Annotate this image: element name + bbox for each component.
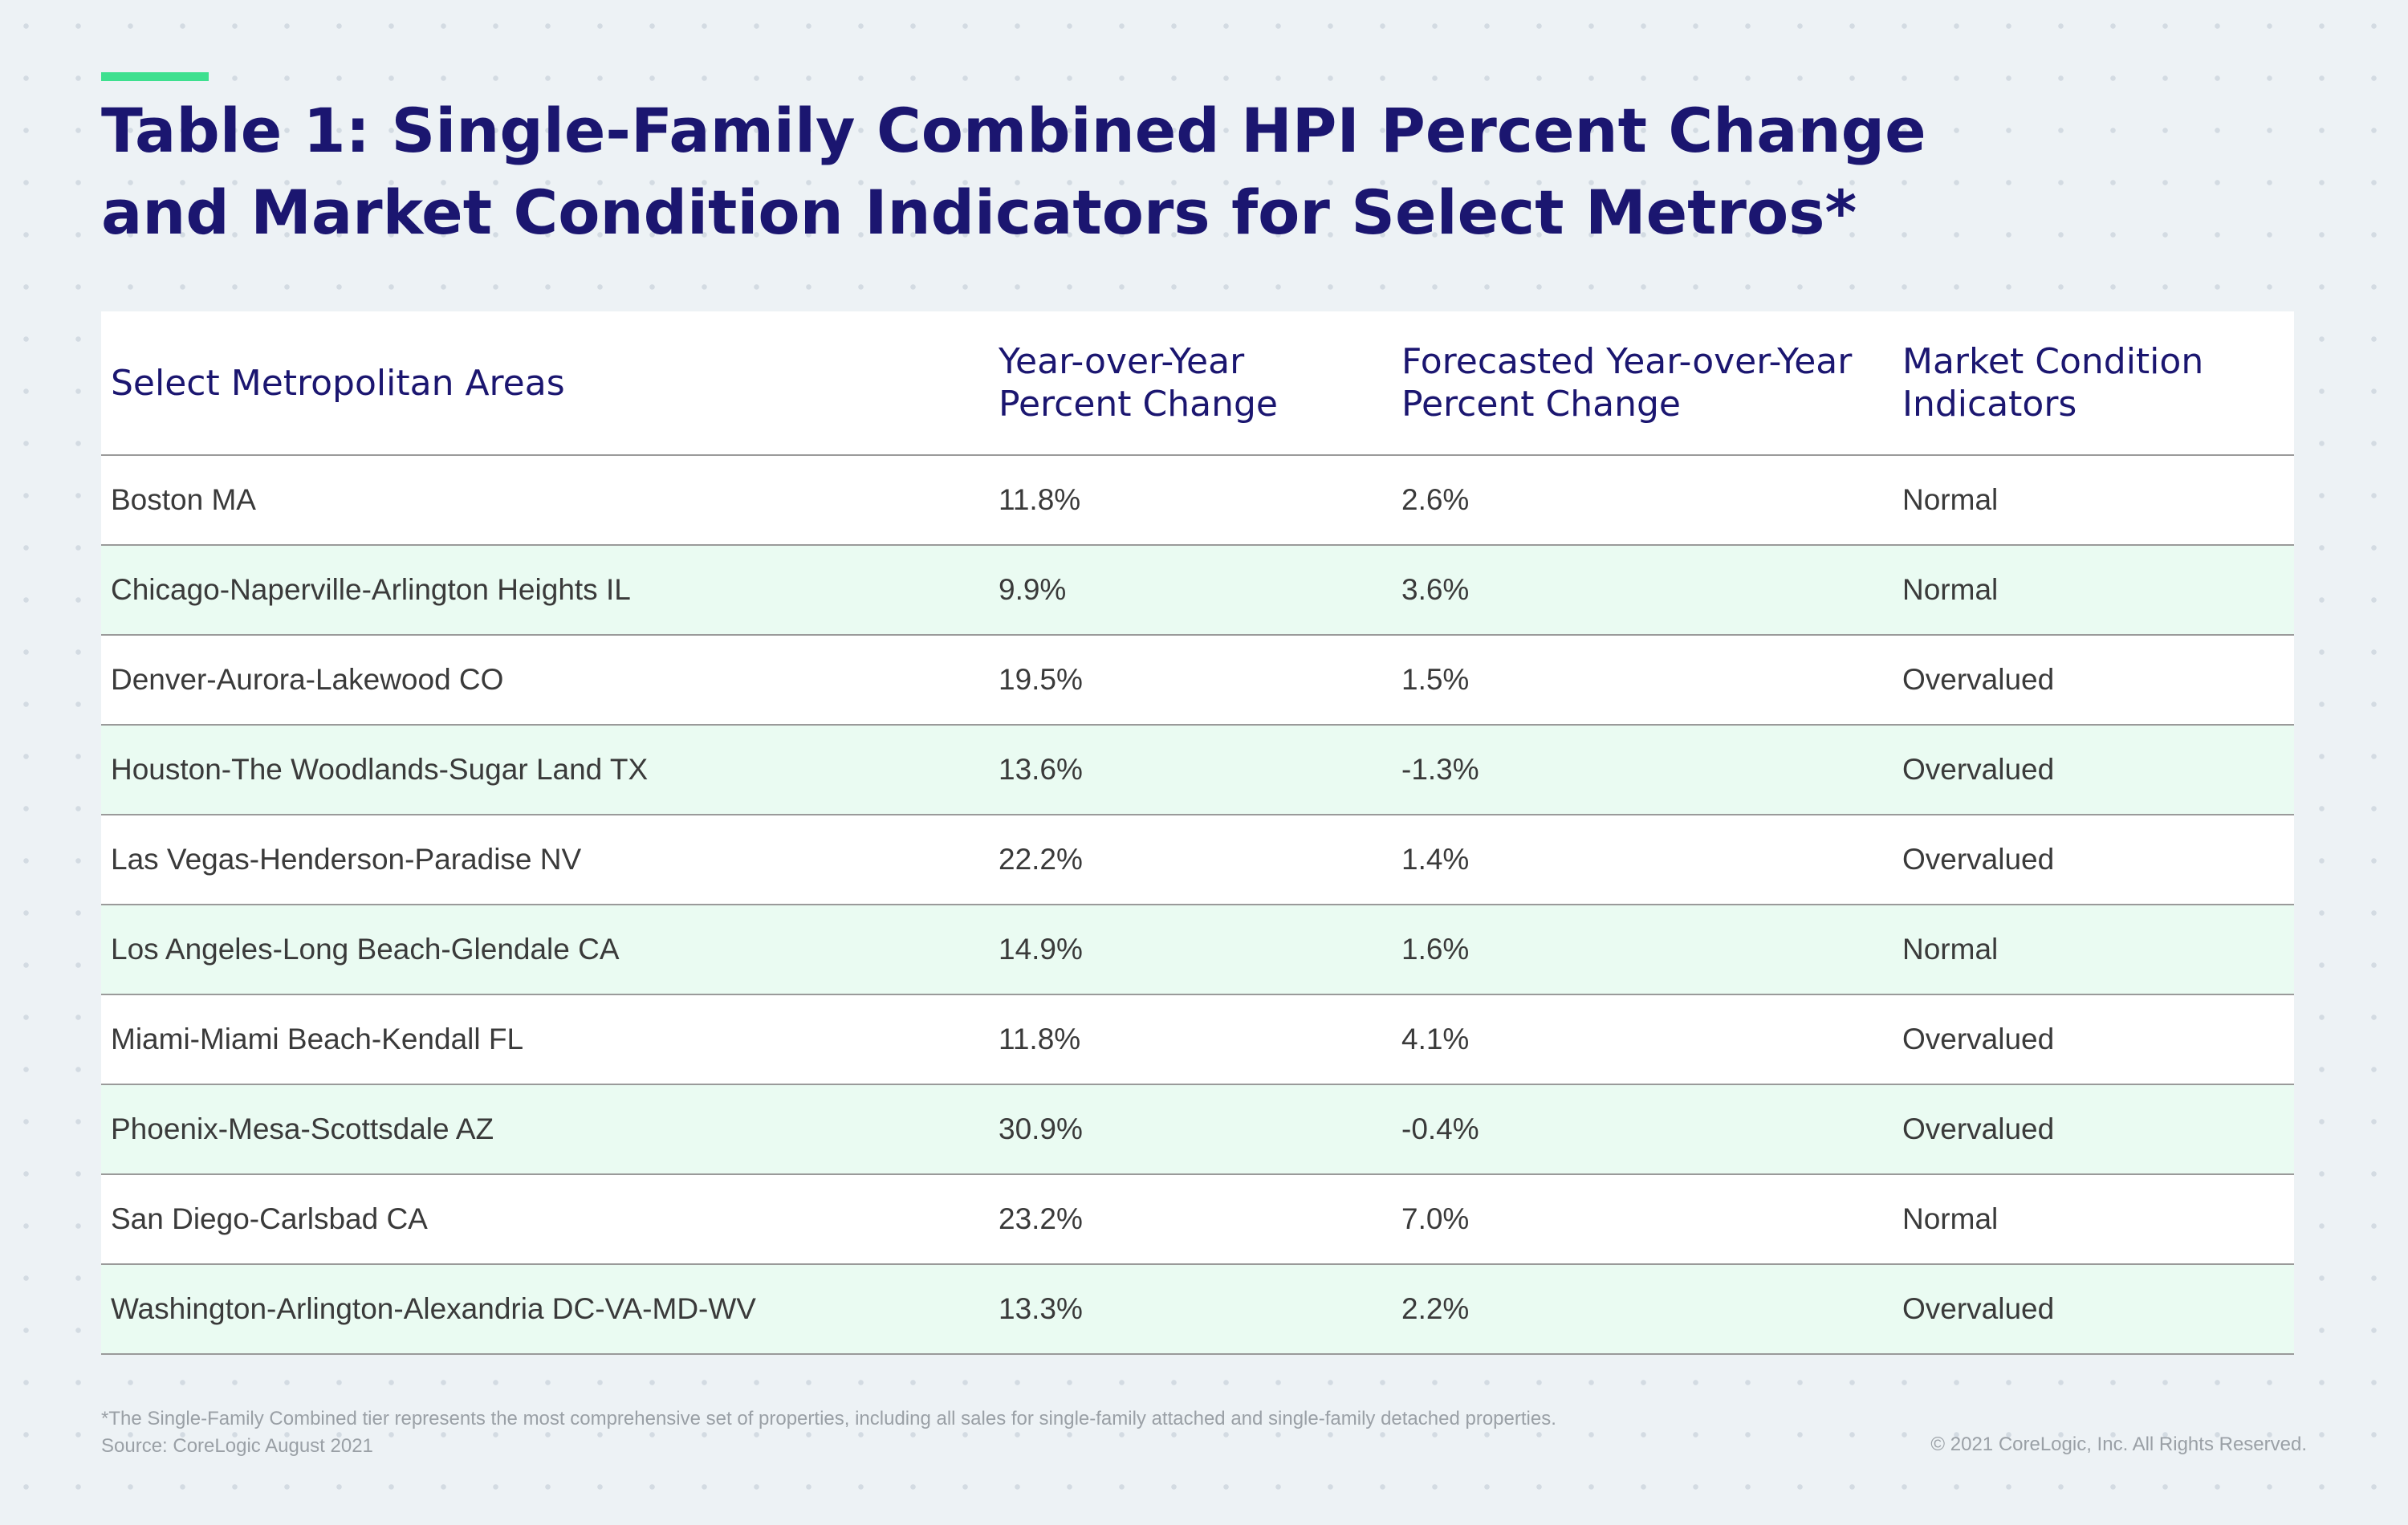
table-cell: 23.2% bbox=[989, 1174, 1392, 1265]
table-cell: 22.2% bbox=[989, 815, 1392, 905]
table-cell: 19.5% bbox=[989, 635, 1392, 726]
table-row: Denver-Aurora-Lakewood CO 19.5% 1.5% Overva… bbox=[101, 635, 2294, 726]
table-cell: Denver-Aurora-Lakewood CO bbox=[101, 635, 989, 726]
table-cell: 2.6% bbox=[1392, 455, 1893, 546]
source: Source: CoreLogic August 2021 bbox=[101, 1435, 373, 1457]
table-cell: 1.5% bbox=[1392, 635, 1893, 726]
table-cell: -0.4% bbox=[1392, 1084, 1893, 1175]
table-cell: Los Angeles-Long Beach-Glendale CA bbox=[101, 905, 989, 995]
table-cell: Boston MA bbox=[101, 455, 989, 546]
table-cell: 13.6% bbox=[989, 725, 1392, 815]
table-row: Miami-Miami Beach-Kendall FL 11.8% 4.1% Ove… bbox=[101, 994, 2294, 1085]
table-cell: Overvalued bbox=[1893, 1084, 2294, 1175]
table-cell: Normal bbox=[1893, 545, 2294, 636]
table-cell: Washington-Arlington-Alexandria DC-VA-MD… bbox=[101, 1264, 989, 1355]
table-cell: San Diego-Carlsbad CA bbox=[101, 1174, 989, 1265]
table-cell: 9.9% bbox=[989, 545, 1392, 636]
table-cell: 11.8% bbox=[989, 455, 1392, 546]
table-row: San Diego-Carlsbad CA 23.2% 7.0% Normal bbox=[101, 1174, 2294, 1265]
table-cell: Overvalued bbox=[1893, 1264, 2294, 1355]
column-header: Select Metropolitan Areas bbox=[101, 311, 989, 456]
table-cell: 1.6% bbox=[1392, 905, 1893, 995]
title: Table 1: Single-Family Combined HPI Perc… bbox=[101, 95, 1926, 248]
table-row: Washington-Arlington-Alexandria DC-VA-MD… bbox=[101, 1264, 2294, 1355]
table-cell: 2.2% bbox=[1392, 1264, 1893, 1355]
table-row: Boston MA 11.8% 2.6% Normal bbox=[101, 455, 2294, 546]
table-cell: Overvalued bbox=[1893, 994, 2294, 1085]
table-cell: 30.9% bbox=[989, 1084, 1392, 1175]
column-header: Market Condition Indicators bbox=[1893, 311, 2294, 456]
table-cell: 13.3% bbox=[989, 1264, 1392, 1355]
table-cell: Las Vegas-Henderson-Paradise NV bbox=[101, 815, 989, 905]
column-header: Year-over-Year Percent Change bbox=[989, 311, 1392, 456]
accent-bar bbox=[101, 72, 209, 81]
table-cell: Overvalued bbox=[1893, 725, 2294, 815]
table-cell: 4.1% bbox=[1392, 994, 1893, 1085]
table-cell: 14.9% bbox=[989, 905, 1392, 995]
table-cell: Normal bbox=[1893, 455, 2294, 546]
table-cell: Normal bbox=[1893, 1174, 2294, 1265]
table-card: Select Metropolitan Areas Year-over-Year … bbox=[101, 311, 2294, 1355]
table-row: Phoenix-Mesa-Scottsdale AZ 30.9% -0.4% Over… bbox=[101, 1084, 2294, 1175]
table-cell: Houston-The Woodlands-Sugar Land TX bbox=[101, 725, 989, 815]
table-row: Las Vegas-Henderson-Paradise NV 22.2% 1.4%… bbox=[101, 815, 2294, 905]
table-row: Los Angeles-Long Beach-Glendale CA 14.9% 1… bbox=[101, 905, 2294, 995]
table-row: Chicago-Naperville-Arlington Heights IL 9… bbox=[101, 545, 2294, 636]
footnote: *The Single-Family Combined tier represe… bbox=[101, 1408, 1556, 1429]
table-cell: Phoenix-Mesa-Scottsdale AZ bbox=[101, 1084, 989, 1175]
table-cell: -1.3% bbox=[1392, 725, 1893, 815]
table-body: Boston MA 11.8% 2.6% Normal Chicago-Napervil… bbox=[101, 455, 2294, 1355]
table-cell: 3.6% bbox=[1392, 545, 1893, 636]
table-row: Houston-The Woodlands-Sugar Land TX 13.6%… bbox=[101, 725, 2294, 815]
table-cell: 7.0% bbox=[1392, 1174, 1893, 1265]
column-header: Forecasted Year-over-Year Percent Change bbox=[1392, 311, 1893, 456]
table-cell: Overvalued bbox=[1893, 635, 2294, 726]
table-cell: Overvalued bbox=[1893, 815, 2294, 905]
table-cell: 11.8% bbox=[989, 994, 1392, 1085]
table-cell: 1.4% bbox=[1392, 815, 1893, 905]
data-table: Select Metropolitan Areas Year-over-Year … bbox=[101, 311, 2294, 1355]
table-cell: Chicago-Naperville-Arlington Heights IL bbox=[101, 545, 989, 636]
table-cell: Normal bbox=[1893, 905, 2294, 995]
copyright: © 2021 CoreLogic, Inc. All Rights Reserv… bbox=[1930, 1434, 2307, 1455]
table-cell: Miami-Miami Beach-Kendall FL bbox=[101, 994, 989, 1085]
header-row: Select Metropolitan Areas Year-over-Year … bbox=[101, 311, 2294, 456]
